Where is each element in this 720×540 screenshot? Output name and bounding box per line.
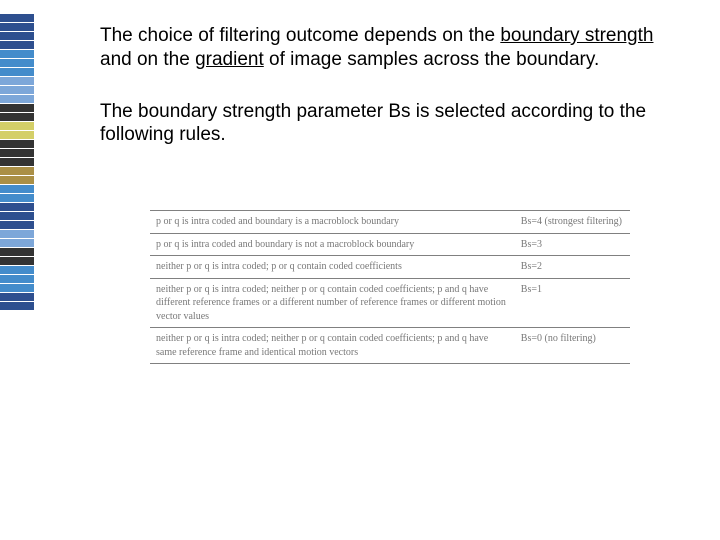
content-area: The choice of filtering outcome depends …: [100, 24, 680, 175]
stripe: [0, 176, 34, 184]
stripe: [0, 59, 34, 67]
rule-condition: neither p or q is intra coded; p or q co…: [150, 256, 515, 279]
rule-condition: neither p or q is intra coded; neither p…: [150, 328, 515, 364]
stripe: [0, 113, 34, 121]
stripe: [0, 86, 34, 94]
stripe: [0, 14, 34, 22]
rule-condition: neither p or q is intra coded; neither p…: [150, 278, 515, 328]
table-row: neither p or q is intra coded; neither p…: [150, 328, 630, 364]
stripe: [0, 302, 34, 310]
p1-underline-1: boundary strength: [500, 25, 653, 46]
p1-post: of image samples across the boundary.: [264, 49, 600, 70]
stripe: [0, 32, 34, 40]
stripe: [0, 23, 34, 31]
rules-table-wrap: p or q is intra coded and boundary is a …: [150, 210, 630, 364]
stripe: [0, 167, 34, 175]
stripe: [0, 185, 34, 193]
stripe: [0, 221, 34, 229]
stripe: [0, 239, 34, 247]
p1-underline-2: gradient: [195, 49, 264, 70]
stripe: [0, 203, 34, 211]
table-row: p or q is intra coded and boundary is no…: [150, 233, 630, 256]
stripe: [0, 257, 34, 265]
stripe: [0, 230, 34, 238]
table-row: neither p or q is intra coded; neither p…: [150, 278, 630, 328]
rule-value: Bs=2: [515, 256, 630, 279]
stripe: [0, 95, 34, 103]
rule-condition: p or q is intra coded and boundary is no…: [150, 233, 515, 256]
stripe: [0, 50, 34, 58]
table-row: p or q is intra coded and boundary is a …: [150, 211, 630, 234]
rule-value: Bs=4 (strongest filtering): [515, 211, 630, 234]
stripe: [0, 104, 34, 112]
rule-condition: p or q is intra coded and boundary is a …: [150, 211, 515, 234]
stripe: [0, 266, 34, 274]
stripe: [0, 122, 34, 130]
stripe: [0, 293, 34, 301]
paragraph-1: The choice of filtering outcome depends …: [100, 24, 680, 72]
rules-table: p or q is intra coded and boundary is a …: [150, 210, 630, 364]
stripe: [0, 68, 34, 76]
stripe: [0, 131, 34, 139]
stripe: [0, 140, 34, 148]
stripe: [0, 275, 34, 283]
p1-pre: The choice of filtering outcome depends …: [100, 25, 500, 46]
stripe: [0, 212, 34, 220]
stripe: [0, 41, 34, 49]
stripe: [0, 158, 34, 166]
rule-value: Bs=3: [515, 233, 630, 256]
table-row: neither p or q is intra coded; p or q co…: [150, 256, 630, 279]
slide: The choice of filtering outcome depends …: [0, 0, 720, 540]
stripe: [0, 77, 34, 85]
stripe: [0, 149, 34, 157]
stripe: [0, 284, 34, 292]
paragraph-2: The boundary strength parameter Bs is se…: [100, 100, 680, 148]
side-stripe-decoration: [0, 14, 34, 310]
p1-mid: and on the: [100, 49, 195, 70]
stripe: [0, 248, 34, 256]
stripe: [0, 194, 34, 202]
rule-value: Bs=0 (no filtering): [515, 328, 630, 364]
rule-value: Bs=1: [515, 278, 630, 328]
